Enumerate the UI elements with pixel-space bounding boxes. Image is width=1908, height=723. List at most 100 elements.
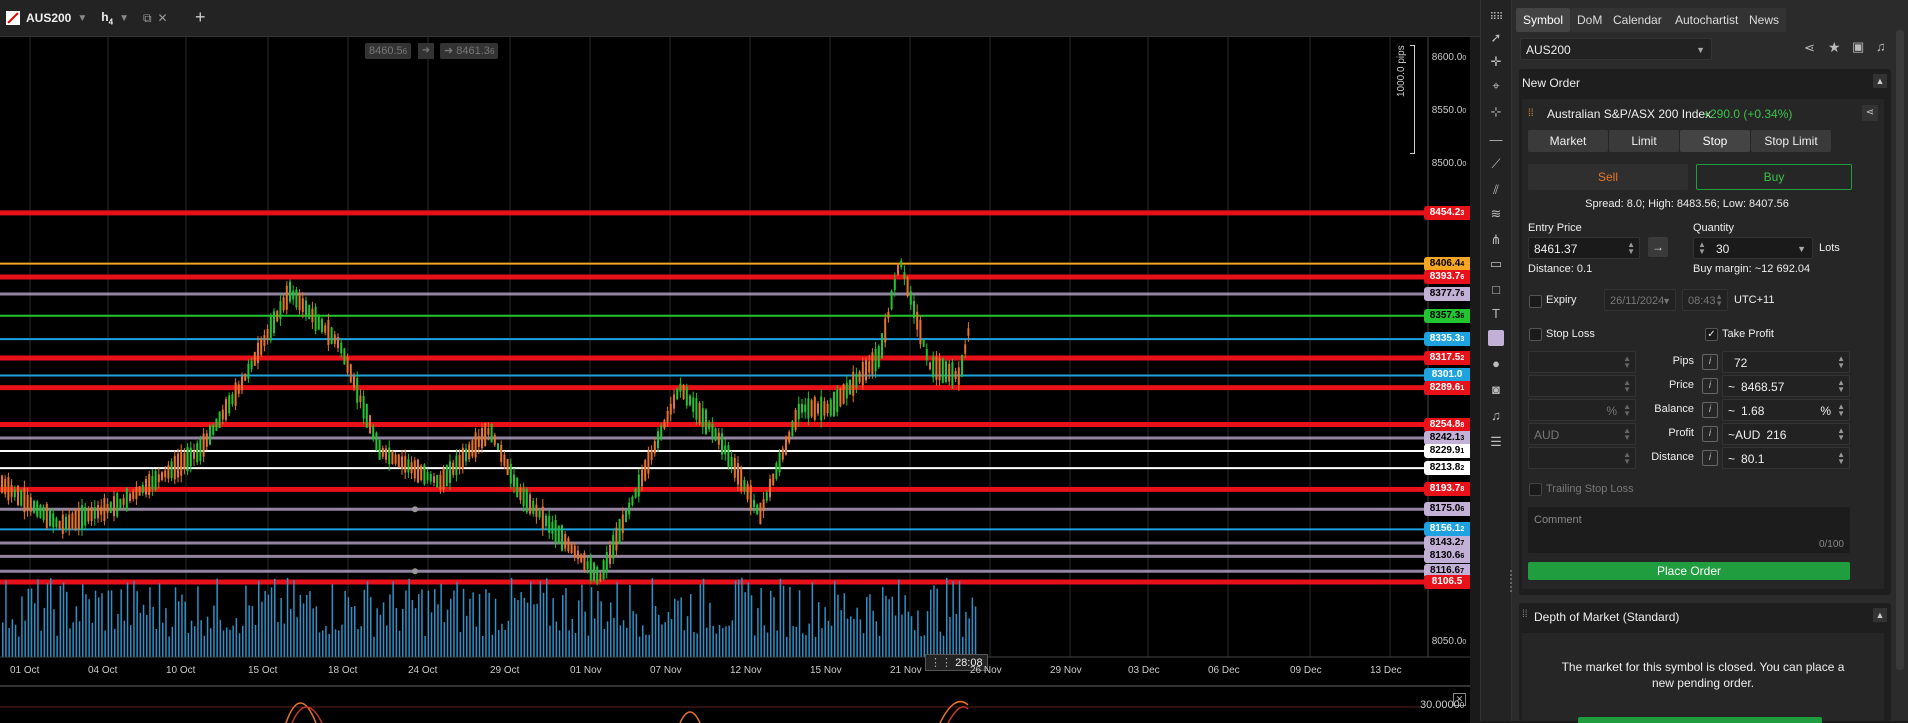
arrow-right-icon[interactable]: → — [1648, 237, 1668, 257]
price-tag[interactable]: 8357.36 — [1424, 308, 1470, 323]
text-icon[interactable]: T — [1492, 306, 1500, 321]
drag-handle-icon[interactable]: ⁞⁞ — [1528, 108, 1534, 119]
star-icon[interactable]: ★ — [1828, 39, 1841, 55]
tp-input[interactable]: ~80.1 ▲ ▼ — [1722, 447, 1850, 469]
info-icon[interactable]: i — [1702, 378, 1718, 394]
price-tag[interactable]: 8289.61 — [1424, 380, 1470, 395]
tab-symbol[interactable]: Symbol — [1516, 8, 1571, 32]
price-tag[interactable]: 8377.76 — [1424, 287, 1470, 302]
add-tab-icon[interactable]: + — [195, 7, 206, 27]
tp-input[interactable]: 72 ▲ ▼ — [1722, 351, 1850, 373]
chart-area[interactable]: 8460.56 ➜ ➜ 8461.36 1000.0 pips ⋮⋮ 28:08… — [0, 37, 1470, 685]
buy-button[interactable]: Buy — [1696, 164, 1852, 190]
price-tag[interactable]: 8254.88 — [1424, 417, 1470, 432]
take-profit-checkbox[interactable]: ✓ — [1705, 328, 1718, 341]
expiry-checkbox[interactable] — [1529, 295, 1542, 308]
layers-icon[interactable]: ☰ — [1490, 434, 1502, 449]
circle-icon[interactable]: ● — [1492, 356, 1500, 371]
symbol-select[interactable]: AUS200 ▼ — [1520, 38, 1712, 60]
chart-tab-aus200[interactable]: AUS200 ▼ h4 ▼ ⧉ ✕ — [6, 7, 168, 29]
timeframe-label[interactable]: h4 — [101, 9, 114, 27]
price-tag[interactable]: 8143.27 — [1424, 536, 1470, 551]
tp-input[interactable]: ~AUD 216 ▲ ▼ — [1722, 423, 1850, 445]
entry-price-input[interactable]: 8461.37 ▲ ▼ — [1528, 237, 1640, 259]
toolbar-grip-icon[interactable]: ⠿⠿ — [1489, 12, 1504, 23]
chart-canvas[interactable] — [0, 37, 1470, 685]
trailing-stop-checkbox[interactable] — [1529, 483, 1542, 496]
order-type-market[interactable]: Market — [1528, 130, 1608, 152]
crosshair-icon[interactable]: ✛ — [1490, 54, 1502, 69]
price-tag[interactable]: 8175.06 — [1424, 502, 1470, 517]
quantity-input[interactable]: ▲ ▼ 30 ▼ — [1693, 237, 1813, 259]
order-type-stop-limit[interactable]: Stop Limit — [1751, 130, 1831, 152]
measure-icon[interactable]: ⊹ — [1490, 104, 1502, 119]
info-icon[interactable]: i — [1702, 402, 1718, 418]
indicator-close-icon[interactable]: ✕ — [1453, 693, 1466, 706]
comment-input[interactable]: Comment 0/100 — [1528, 507, 1850, 553]
indicator-pane[interactable]: ✕ 30.00000 — [0, 685, 1470, 723]
collapse-icon[interactable]: ▲ — [1873, 608, 1887, 622]
price-tag[interactable]: 8229.91 — [1424, 443, 1470, 458]
expiry-time-input[interactable]: 08:43 ▲ ▼ — [1682, 289, 1728, 311]
tab-dom[interactable]: DoM — [1570, 8, 1610, 32]
sl-input[interactable]: AUD ▲ ▼ — [1528, 423, 1636, 445]
chevron-down-icon[interactable]: ▼ — [77, 12, 88, 24]
tab-autochartist[interactable]: Autochartist — [1668, 8, 1746, 32]
dom-green-button[interactable] — [1578, 717, 1822, 723]
close-icon[interactable]: ✕ — [157, 11, 168, 25]
price-tag[interactable]: 8393.76 — [1424, 270, 1470, 285]
share-icon[interactable]: ⋖ — [1862, 105, 1878, 121]
resize-handle-icon[interactable] — [1510, 570, 1516, 592]
channel-icon[interactable]: ⫽ — [1493, 182, 1499, 197]
price-tag[interactable]: 8301.0 — [1424, 368, 1470, 383]
stop-loss-checkbox[interactable] — [1529, 328, 1542, 341]
place-order-button[interactable]: Place Order — [1528, 562, 1850, 580]
cursor-icon[interactable]: ➚ — [1490, 30, 1502, 45]
sl-input[interactable]: ▲ ▼ — [1528, 375, 1636, 397]
tab-news[interactable]: News — [1742, 8, 1787, 32]
candle-body — [273, 311, 275, 334]
square-icon[interactable]: □ — [1492, 282, 1500, 297]
pitchfork-icon[interactable]: ⋔ — [1490, 232, 1502, 247]
trend-line-icon[interactable]: ⟋ — [1491, 156, 1501, 171]
price-tag[interactable]: 8193.78 — [1424, 482, 1470, 497]
price-tag[interactable]: 8156.12 — [1424, 522, 1470, 537]
price-tag[interactable]: 8130.66 — [1424, 549, 1470, 564]
sl-input[interactable]: ▲ ▼ — [1528, 447, 1636, 469]
detach-icon[interactable]: ⧉ — [142, 10, 152, 25]
tp-input[interactable]: ~1.68% ▲ ▼ — [1722, 399, 1850, 421]
share-icon[interactable]: ⋖ — [1804, 40, 1815, 55]
fibonacci-icon[interactable]: ≋ — [1490, 206, 1502, 221]
sl-input[interactable]: % ▲ ▼ — [1528, 399, 1636, 421]
price-tag[interactable]: 8242.13 — [1424, 431, 1470, 446]
price-tag[interactable]: 8406.44 — [1424, 256, 1470, 271]
price-tag[interactable]: 8335.33 — [1424, 332, 1470, 347]
info-icon[interactable]: i — [1702, 426, 1718, 442]
sell-button[interactable]: Sell — [1528, 164, 1688, 190]
price-tag[interactable]: 8106.5 — [1424, 575, 1470, 589]
panel-scrollbar[interactable] — [1896, 30, 1904, 670]
price-tag[interactable]: 8317.52 — [1424, 350, 1470, 365]
price-tag[interactable]: 8454.23 — [1424, 205, 1470, 220]
info-icon[interactable]: i — [1702, 450, 1718, 466]
collapse-icon[interactable]: ▲ — [1873, 74, 1887, 88]
horizontal-line-icon[interactable]: — — [1489, 132, 1503, 147]
price-tag[interactable]: 8116.67 — [1424, 564, 1470, 579]
rectangle-icon[interactable]: ▭ — [1489, 256, 1503, 271]
bell-icon[interactable]: ♫ — [1876, 39, 1886, 54]
chevron-down-icon[interactable]: ▼ — [119, 12, 129, 24]
info-icon[interactable]: i — [1702, 354, 1718, 370]
order-type-limit[interactable]: Limit — [1609, 130, 1679, 152]
chart-icon[interactable]: ▣ — [1852, 39, 1865, 54]
tp-input[interactable]: ~8468.57 ▲ ▼ — [1722, 375, 1850, 397]
magnet-icon[interactable]: ⌖ — [1492, 78, 1500, 93]
price-tag[interactable]: 8213.82 — [1424, 461, 1470, 476]
tab-calendar[interactable]: Calendar — [1606, 8, 1669, 32]
drag-handle-icon[interactable]: ⁞⁞ — [1522, 609, 1528, 620]
alert-bell-icon[interactable]: ♫ — [1491, 408, 1501, 423]
order-type-stop[interactable]: Stop — [1680, 130, 1750, 152]
color-swatch-icon[interactable] — [1488, 330, 1504, 346]
camera-icon[interactable]: ◙ — [1492, 382, 1500, 397]
expiry-date-input[interactable]: 26/11/2024 ▼ — [1604, 289, 1676, 311]
sl-input[interactable]: ▲ ▼ — [1528, 351, 1636, 373]
